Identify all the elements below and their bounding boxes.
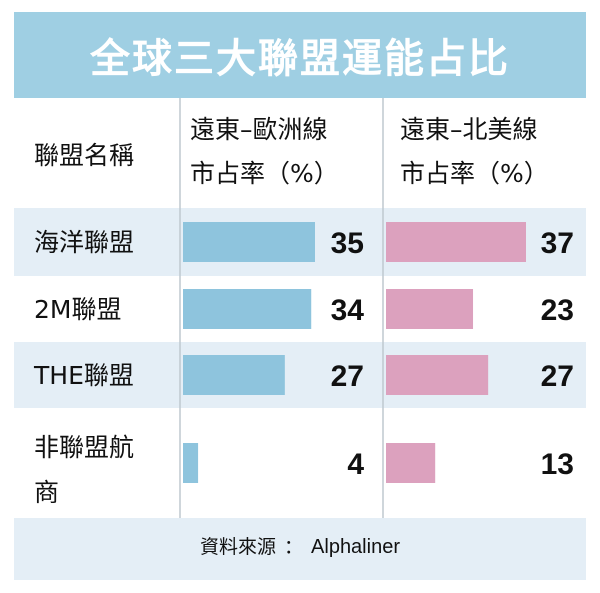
source-footer bbox=[14, 518, 586, 580]
data-label: 35 bbox=[331, 227, 364, 260]
data-label: 27 bbox=[541, 360, 574, 393]
series-header: 遠東–歐洲線 bbox=[190, 115, 328, 144]
bar bbox=[183, 289, 312, 329]
bar bbox=[386, 355, 489, 395]
series-header: 遠東–北美線 bbox=[400, 115, 538, 144]
bar bbox=[386, 289, 474, 329]
source-note: 資料來源 ： Alphaliner bbox=[14, 532, 586, 559]
source-value: Alphaliner bbox=[311, 536, 400, 558]
category-label: 商 bbox=[34, 478, 59, 507]
data-label: 13 bbox=[541, 448, 574, 481]
category-label: 非聯盟航 bbox=[34, 433, 134, 462]
data-label: 23 bbox=[541, 294, 574, 327]
bar bbox=[183, 355, 285, 395]
source-label: 資料來源 bbox=[200, 536, 277, 558]
series-header: 市占率（%） bbox=[190, 159, 339, 188]
category-label: THE聯盟 bbox=[33, 361, 134, 390]
data-label: 27 bbox=[331, 360, 364, 393]
category-label: 海洋聯盟 bbox=[34, 228, 134, 257]
chart-title: 全球三大聯盟運能占比 bbox=[90, 36, 510, 82]
category-label: 2M聯盟 bbox=[34, 295, 121, 324]
data-label: 37 bbox=[541, 227, 574, 260]
bar bbox=[386, 222, 526, 262]
row-stripe bbox=[14, 342, 586, 408]
data-label: 4 bbox=[347, 448, 364, 481]
source-separator: ： bbox=[284, 536, 304, 558]
data-label: 34 bbox=[331, 294, 365, 327]
series-header: 市占率（%） bbox=[400, 159, 549, 188]
table-header-label: 聯盟名稱 bbox=[34, 141, 134, 170]
bar bbox=[183, 443, 199, 483]
bar bbox=[386, 443, 436, 483]
bar bbox=[183, 222, 315, 262]
title-banner: 全球三大聯盟運能占比 bbox=[14, 12, 586, 98]
